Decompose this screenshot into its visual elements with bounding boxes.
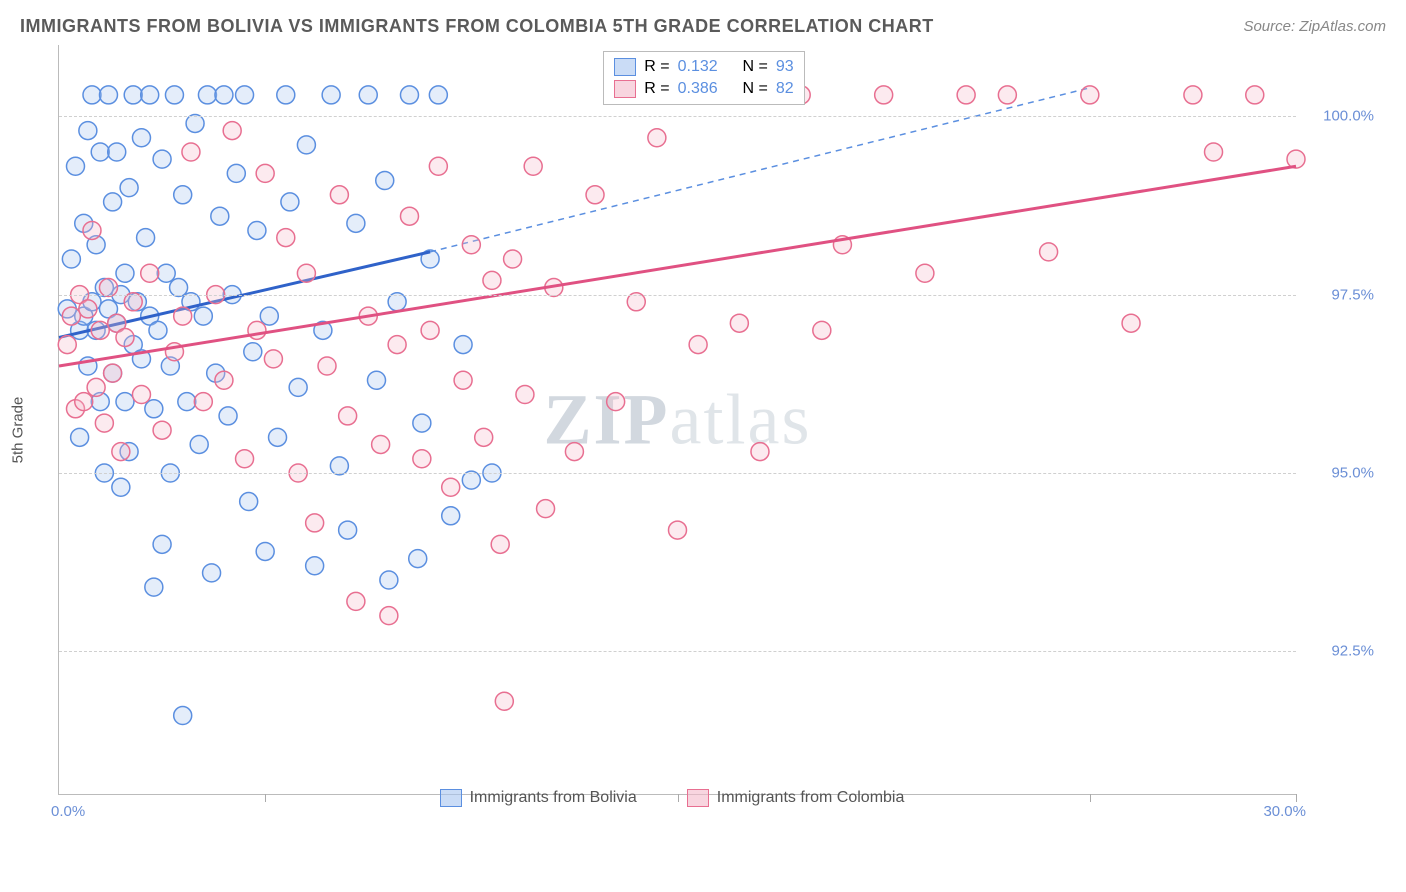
r-label: R = — [644, 80, 669, 98]
y-tick-label: 92.5% — [1331, 643, 1374, 660]
n-label: N = — [743, 58, 768, 76]
n-value-colombia: 82 — [776, 80, 794, 98]
y-tick-label: 97.5% — [1331, 286, 1374, 303]
chart-svg — [59, 45, 1296, 794]
legend-item-bolivia: Immigrants from Bolivia — [440, 789, 637, 807]
source-label: Source: ZipAtlas.com — [1243, 18, 1386, 35]
r-value-bolivia: 0.132 — [678, 58, 718, 76]
n-value-bolivia: 93 — [776, 58, 794, 76]
r-value-colombia: 0.386 — [678, 80, 718, 98]
swatch-colombia — [614, 80, 636, 98]
legend-label-bolivia: Immigrants from Bolivia — [470, 789, 637, 807]
y-axis-label: 5th Grade — [10, 397, 27, 464]
stats-row-colombia: R = 0.386 N = 82 — [614, 78, 793, 100]
y-tick-label: 95.0% — [1331, 465, 1374, 482]
swatch-bolivia-icon — [440, 789, 462, 807]
chart-title: IMMIGRANTS FROM BOLIVIA VS IMMIGRANTS FR… — [20, 16, 934, 37]
stats-legend: R = 0.132 N = 93 R = 0.386 N = 82 — [603, 51, 804, 105]
r-label: R = — [644, 58, 669, 76]
legend-label-colombia: Immigrants from Colombia — [717, 789, 905, 807]
y-tick-label: 100.0% — [1323, 108, 1374, 125]
swatch-colombia-icon — [687, 789, 709, 807]
legend-item-colombia: Immigrants from Colombia — [687, 789, 905, 807]
n-label: N = — [743, 80, 768, 98]
stats-row-bolivia: R = 0.132 N = 93 — [614, 56, 793, 78]
series-legend: Immigrants from Bolivia Immigrants from … — [48, 789, 1296, 807]
plot-region: ZIPatlas R = 0.132 N = 93 R = 0.386 N = … — [58, 45, 1296, 795]
chart-area: 5th Grade ZIPatlas R = 0.132 N = 93 R = … — [48, 45, 1386, 815]
swatch-bolivia — [614, 58, 636, 76]
